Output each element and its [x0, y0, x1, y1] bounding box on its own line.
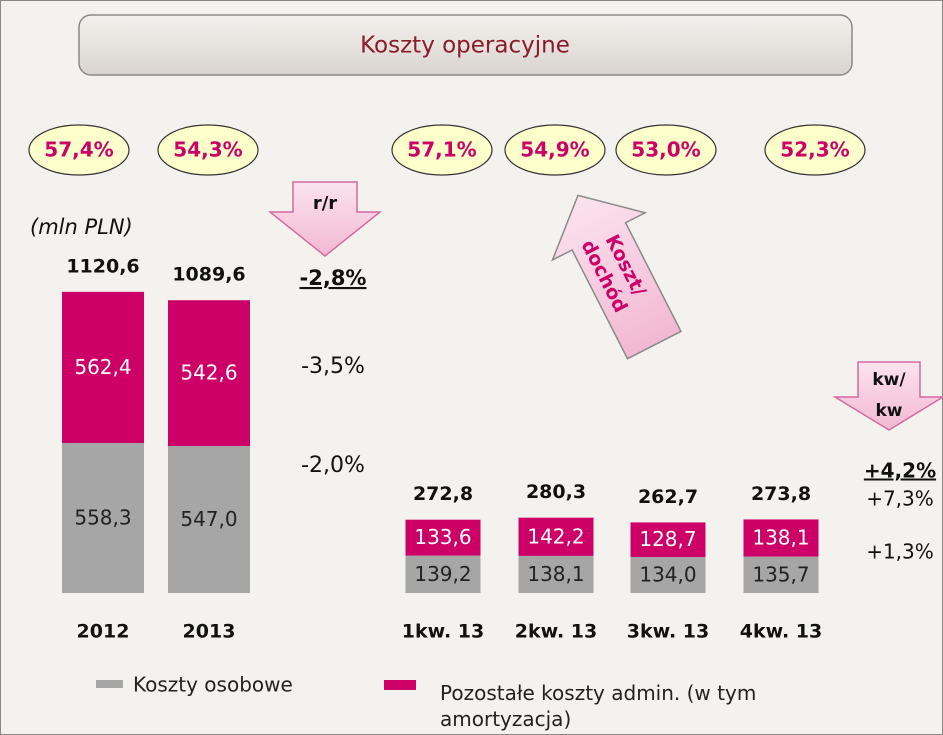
bar-value-label: 138,1 [752, 525, 809, 549]
bar-segment [743, 519, 819, 557]
bar-value-label: 562,4 [74, 355, 131, 379]
ratio-bubble [764, 124, 866, 176]
bar-value-label: 558,3 [74, 505, 131, 529]
ratio-label: 52,3% [780, 138, 849, 162]
x-tick-label: 1kw. 13 [402, 621, 484, 643]
x-tick-label: 2012 [77, 621, 130, 643]
rr-arrow [267, 181, 383, 257]
bar-value-label: 134,0 [639, 562, 696, 586]
bar-value-label: 542,6 [180, 361, 237, 385]
ratio-label: 53,0% [631, 138, 700, 162]
title-box [78, 14, 853, 76]
ratio-label: 57,4% [44, 138, 113, 162]
bar-segment [518, 517, 594, 556]
ratio-bubble [28, 124, 130, 176]
bar-segment [630, 522, 706, 557]
chart-title: Koszty operacyjne [360, 33, 570, 59]
bar-segment [62, 442, 144, 593]
bar-value-label: 138,1 [527, 562, 584, 586]
change-label: +1,3% [866, 540, 934, 564]
legend-label: Koszty osobowe [133, 673, 293, 697]
ratio-label: 54,3% [173, 138, 242, 162]
change-label: -3,5% [301, 354, 365, 379]
ratio-bubble [157, 124, 259, 176]
legend-label: Pozostałe koszty admin. (w tym amortyzac… [440, 681, 757, 731]
bar-value-label: 139,2 [414, 562, 471, 586]
change-label: -2,0% [301, 453, 365, 478]
bar-segment [62, 291, 144, 443]
bar-segment [518, 555, 594, 593]
ratio-bubble [504, 124, 606, 176]
ratio-bubble [615, 124, 717, 176]
qq-label: kw [875, 401, 902, 421]
ci-arrow [551, 194, 682, 360]
change-label: +4,2% [864, 459, 936, 483]
bar-segment [743, 556, 819, 593]
bar-segment [630, 556, 706, 593]
total-label: 272,8 [413, 483, 473, 505]
total-label: 280,3 [526, 481, 586, 503]
total-label: 1089,6 [172, 264, 245, 286]
bar-value-label: 142,2 [527, 524, 584, 548]
x-tick-label: 2kw. 13 [515, 621, 597, 643]
change-label: -2,8% [300, 266, 367, 290]
bar-segment [405, 555, 481, 593]
ci-arrow-group: Koszt/ dochód [551, 194, 682, 360]
bar-value-label: 128,7 [639, 527, 696, 551]
legend-swatch [96, 680, 123, 688]
ratio-label: 57,1% [407, 138, 476, 162]
x-tick-label: 4kw. 13 [740, 621, 822, 643]
x-tick-label: 3kw. 13 [627, 621, 709, 643]
bar-value-label: 547,0 [180, 507, 237, 531]
qq-label: kw/ [872, 370, 906, 390]
qq-arrow [832, 361, 943, 431]
total-label: 273,8 [751, 483, 811, 505]
bar-segment [168, 446, 250, 593]
bar-value-label: 135,7 [752, 562, 809, 586]
total-label: 262,7 [638, 486, 698, 508]
bar-value-label: 133,6 [414, 525, 471, 549]
ratio-label: 54,9% [520, 138, 589, 162]
legend-swatch [384, 680, 416, 690]
x-tick-label: 2013 [183, 621, 236, 643]
bar-segment [405, 519, 481, 556]
unit-label: (mln PLN) [30, 215, 133, 239]
rr-label: r/r [313, 193, 337, 214]
bar-segment [168, 300, 250, 447]
ratio-bubble [391, 124, 493, 176]
change-label: +7,3% [866, 487, 934, 511]
total-label: 1120,6 [66, 255, 139, 277]
